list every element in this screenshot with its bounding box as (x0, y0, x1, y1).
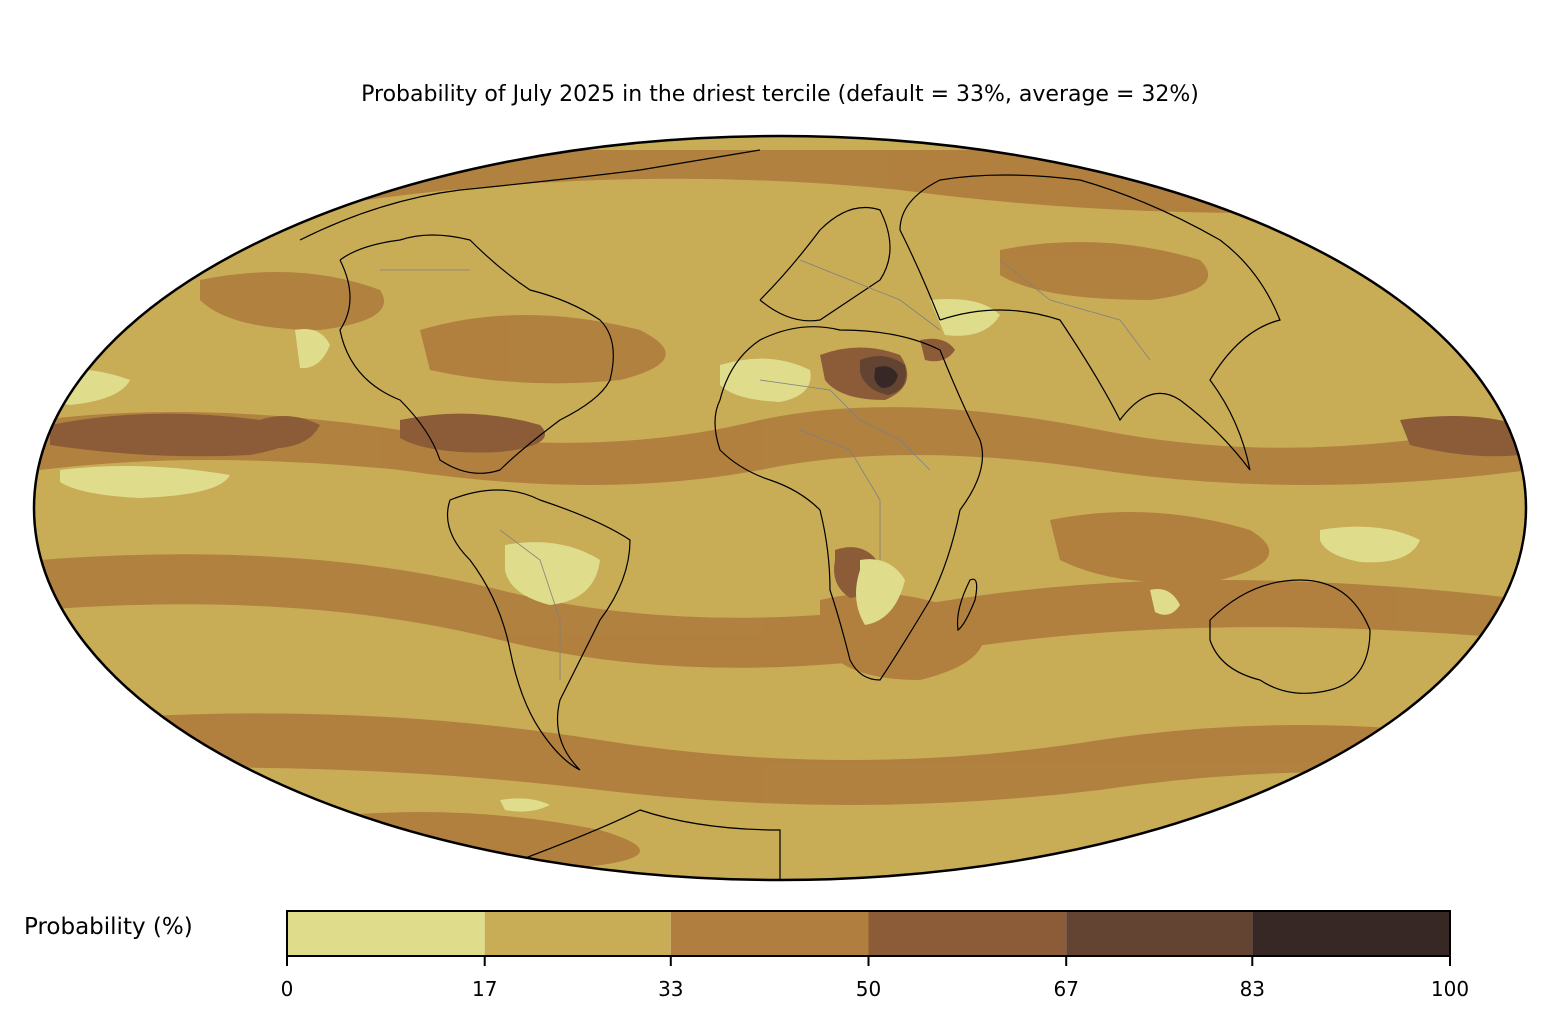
colorbar-tick-label: 0 (281, 977, 294, 1001)
colorbar-segment-4 (1066, 911, 1253, 956)
colorbar-segment-1 (484, 911, 671, 956)
colorbar-tick-label: 100 (1431, 977, 1469, 1001)
map-title: Probability of July 2025 in the driest t… (361, 82, 1199, 107)
colorbar-tick-label: 67 (1053, 977, 1078, 1001)
north-america-coast (299, 149, 761, 474)
colorbar-tick-label: 83 (1240, 977, 1265, 1001)
south-america-coast (446, 489, 631, 771)
colorbar-segment-0 (287, 911, 485, 956)
field-0-17 (40, 299, 1420, 812)
colorbar-tick-label: 50 (856, 977, 881, 1001)
colorbar-ticks: 0 17 33 50 67 83 100 (281, 956, 1469, 1001)
europe-africa-coast (714, 206, 984, 681)
globe-outline (32, 134, 1528, 882)
colorbar-segment-2 (670, 911, 869, 956)
coastlines (299, 149, 1371, 880)
colorbar-segments (287, 911, 1450, 956)
antarctica-coast (519, 809, 781, 880)
madagascar-coast (956, 578, 978, 632)
field-83-100 (874, 366, 898, 388)
colorbar-tick-label: 17 (472, 977, 497, 1001)
colorbar-tick-label: 33 (658, 977, 683, 1001)
colorbar-segment-3 (868, 911, 1067, 956)
country-borders (380, 259, 1151, 680)
colorbar-label: Probability (%) (24, 914, 193, 940)
field-50-67 (50, 338, 1520, 598)
colorbar-segment-5 (1252, 911, 1450, 956)
australia-coast (1209, 579, 1371, 694)
asia-coast (899, 174, 1281, 471)
